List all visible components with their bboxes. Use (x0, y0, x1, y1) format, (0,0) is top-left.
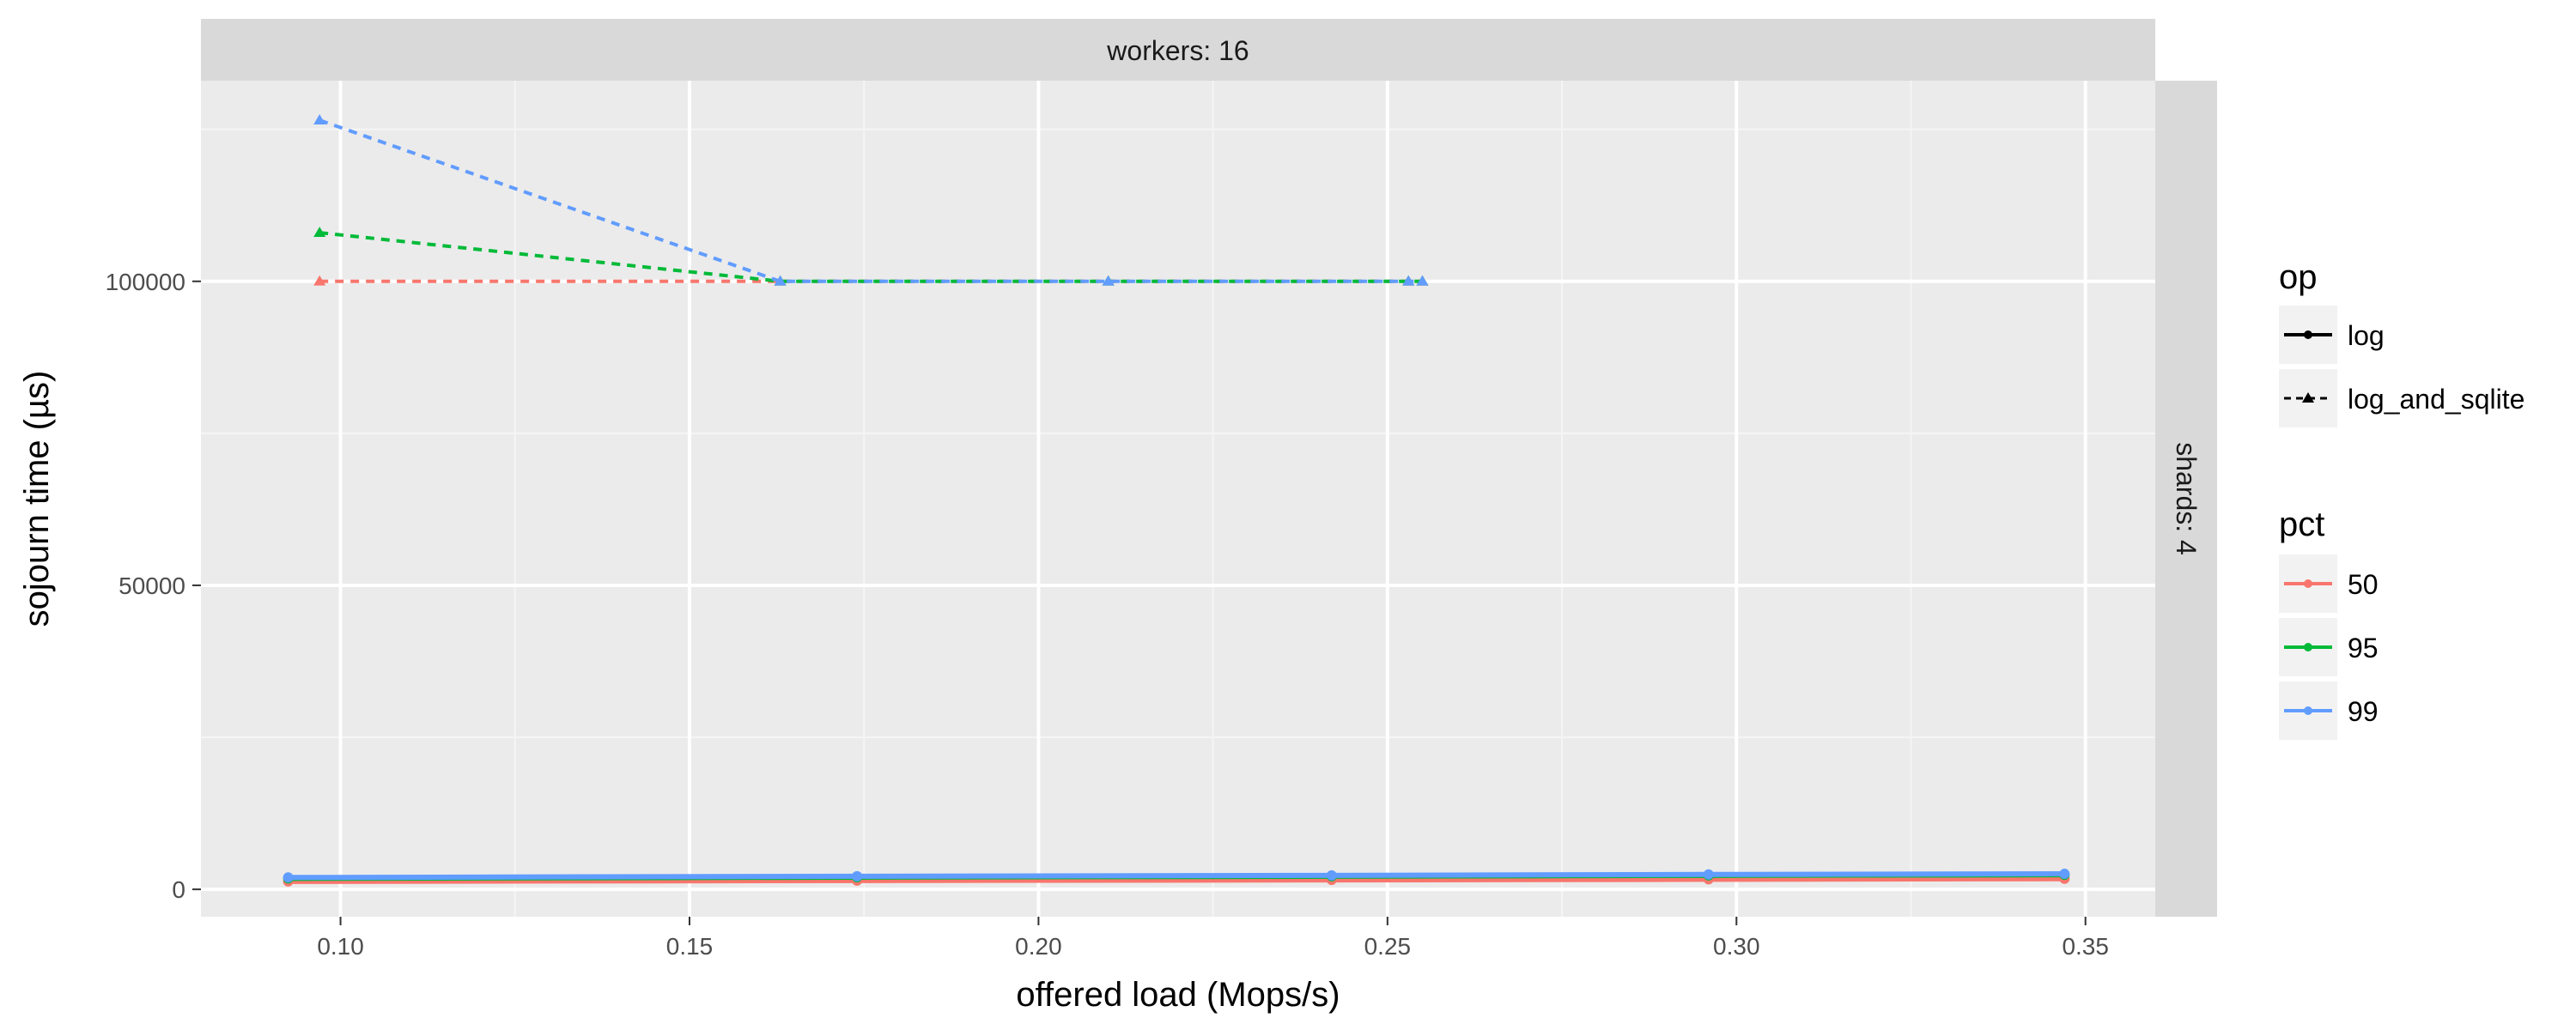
legend-item-pct-99: 99 (2279, 682, 2379, 740)
data-point-log_and_sqlite-50 (313, 275, 326, 286)
y-tick-label: 0 (172, 876, 185, 903)
x-tick-label: 0.20 (1015, 933, 1062, 960)
data-point-log-99 (1703, 869, 1714, 880)
column-strip: workers: 16 (201, 19, 2155, 81)
panel-background (201, 81, 2155, 917)
row-strip-background (2155, 81, 2217, 917)
row-strip-label: shards: 4 (2171, 442, 2202, 555)
x-tick-label: 0.35 (2062, 933, 2109, 960)
minor-gridlines (201, 81, 2155, 917)
legend-key-point-triangle (2302, 392, 2314, 403)
legend-key-point-95 (2304, 643, 2312, 651)
data-point-log-99 (852, 870, 863, 882)
series-line-log_and_sqlite-99 (319, 118, 1423, 283)
data-point-log_and_sqlite-99 (1402, 275, 1415, 286)
x-tick-label: 0.30 (1713, 933, 1760, 960)
legend-title-pct: pct (2279, 506, 2324, 543)
legend-label-95: 95 (2348, 633, 2379, 663)
legend-key-point-circle (2304, 330, 2312, 339)
legend-label-log: log (2348, 320, 2385, 351)
row-strip: shards: 4 (2155, 81, 2217, 917)
legend-key-point-50 (2304, 579, 2312, 588)
data-point-log_and_sqlite-99 (313, 114, 326, 124)
data-point-log_and_sqlite-95 (313, 227, 326, 237)
legend-item-pct-50: 50 (2279, 554, 2379, 613)
legend-label-50: 50 (2348, 569, 2379, 600)
data-point-log-99 (2059, 869, 2070, 880)
data-point-log_and_sqlite-99 (1416, 275, 1429, 286)
x-tick-label: 0.15 (666, 933, 714, 960)
series-layer (283, 114, 2070, 887)
column-strip-background (201, 19, 2155, 81)
legend-title-op: op (2279, 258, 2318, 296)
y-tick-label: 50000 (118, 573, 185, 599)
x-axis: 0.10 0.15 0.20 0.25 0.30 0.35 (317, 917, 2109, 960)
data-point-log_and_sqlite-99 (774, 275, 787, 286)
column-strip-label: workers: 16 (1106, 35, 1249, 66)
plot-panel (201, 81, 2155, 917)
legend-label-99: 99 (2348, 696, 2379, 727)
legend-item-log: log (2279, 306, 2385, 364)
legend: op log log_and_sqlite pct 50 95 (2279, 258, 2524, 740)
x-axis-title: offered load (Mops/s) (1016, 976, 1340, 1014)
y-axis: 0 50000 100000 (106, 269, 201, 903)
data-point-log_and_sqlite-99 (1102, 275, 1115, 286)
data-point-log-99 (283, 872, 294, 883)
y-axis-title: sojourn time (µs) (18, 371, 56, 627)
legend-key-point-99 (2304, 706, 2312, 715)
legend-item-pct-95: 95 (2279, 618, 2379, 676)
x-tick-label: 0.10 (317, 933, 364, 960)
legend-label-log-and-sqlite: log_and_sqlite (2348, 384, 2524, 415)
data-point-log-99 (1326, 869, 1337, 881)
legend-item-log-and-sqlite: log_and_sqlite (2279, 369, 2524, 427)
y-tick-label: 100000 (106, 269, 185, 295)
x-tick-label: 0.25 (1364, 933, 1412, 960)
